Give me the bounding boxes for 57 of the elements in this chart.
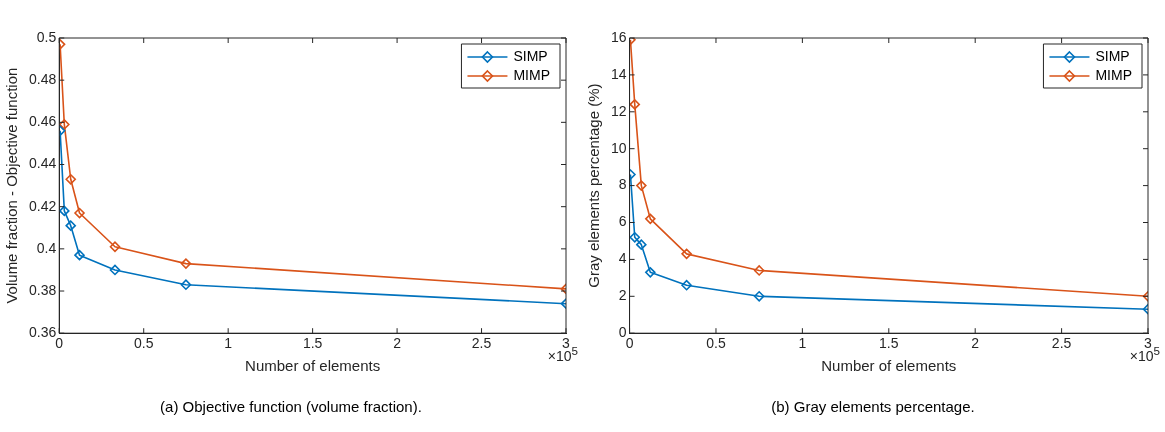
point	[59, 205, 70, 217]
point	[636, 180, 647, 191]
legend-label: SIMP	[513, 47, 548, 64]
x-tick-label: 1.5	[879, 335, 899, 352]
x-tick-label: 0.5	[706, 335, 726, 352]
point	[74, 207, 85, 219]
y-tick-label: 14	[610, 65, 627, 82]
point	[109, 264, 121, 276]
x-tick-label: 2	[393, 335, 402, 352]
x-tick-label: 1	[798, 335, 807, 352]
y-tick-label: 4	[618, 250, 627, 267]
y-tick-label: 0	[618, 324, 627, 341]
point	[59, 119, 70, 130]
y-tick-label: 12	[610, 102, 627, 119]
point	[753, 291, 765, 302]
point	[109, 241, 121, 253]
point	[65, 220, 77, 231]
point	[636, 239, 647, 250]
y-tick-label: 8	[618, 176, 627, 193]
y-axis-title: Volume fraction - Objective function	[3, 67, 21, 304]
y-tick-label: 0.48	[29, 71, 57, 88]
y-tick-label: 16	[610, 28, 627, 45]
point	[645, 267, 656, 278]
text: (a) Objective function (volume fraction).	[159, 398, 423, 415]
x-tick-label: 2	[971, 335, 980, 352]
legend-label: SIMP	[1095, 47, 1130, 64]
legend-label: MIMP	[513, 66, 551, 83]
y-axis-title: Gray elements percentage (%)	[585, 83, 603, 288]
x-tick-label: 0.5	[133, 335, 154, 352]
y-tick-label: 6	[618, 213, 627, 230]
text: (b) Gray elements percentage.	[770, 398, 976, 415]
y-tick-label: 0.4	[36, 239, 57, 256]
y-tick-label: 0.36	[29, 324, 57, 341]
point	[629, 231, 641, 243]
y-tick-label: 0.42	[29, 197, 57, 214]
y-tick-label: 2	[618, 287, 627, 304]
x-tick-label: 2.5	[471, 335, 492, 352]
y-tick-label: 0.46	[29, 113, 57, 130]
point	[180, 279, 192, 290]
point	[645, 213, 656, 225]
x-tick-label: 1.5	[302, 335, 323, 352]
y-tick-label: 0.38	[29, 281, 57, 298]
legend-label: MIMP	[1095, 66, 1133, 83]
point	[629, 99, 641, 110]
x-axis-title: Number of elements	[245, 357, 381, 375]
x-tick-label: 1	[224, 335, 233, 352]
point	[753, 265, 765, 276]
y-tick-label: 10	[610, 139, 627, 156]
point	[681, 248, 692, 260]
point	[180, 258, 192, 269]
point	[681, 279, 692, 291]
y-tick-label: 0.5	[36, 28, 57, 45]
y-tick-label: 0.44	[29, 155, 57, 172]
x-tick-label: 2.5	[1051, 335, 1072, 352]
point	[74, 249, 85, 261]
x-axis-title: Number of elements	[821, 357, 957, 375]
point	[65, 173, 77, 185]
